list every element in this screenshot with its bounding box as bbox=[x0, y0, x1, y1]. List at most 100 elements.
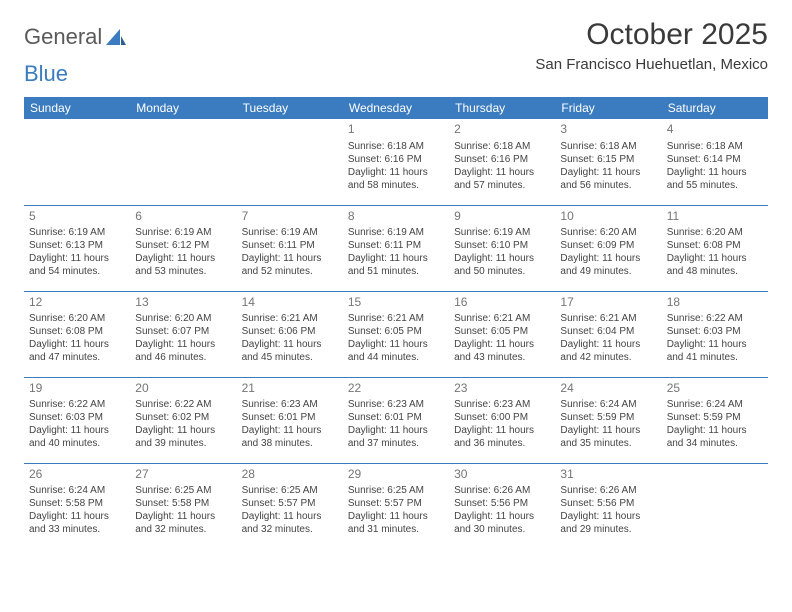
weekday-header: Wednesday bbox=[343, 97, 449, 119]
sunrise-text: Sunrise: 6:21 AM bbox=[560, 312, 656, 325]
daylight-text: Daylight: 11 hours and 50 minutes. bbox=[454, 252, 550, 278]
sunrise-text: Sunrise: 6:21 AM bbox=[454, 312, 550, 325]
sunrise-text: Sunrise: 6:26 AM bbox=[560, 484, 656, 497]
calendar-cell: 29Sunrise: 6:25 AMSunset: 5:57 PMDayligh… bbox=[343, 463, 449, 549]
day-number: 20 bbox=[135, 381, 231, 397]
title-block: October 2025 San Francisco Huehuetlan, M… bbox=[535, 18, 768, 73]
day-number: 14 bbox=[242, 295, 338, 311]
day-number: 13 bbox=[135, 295, 231, 311]
daylight-text: Daylight: 11 hours and 54 minutes. bbox=[29, 252, 125, 278]
sunrise-text: Sunrise: 6:20 AM bbox=[135, 312, 231, 325]
day-number: 18 bbox=[667, 295, 763, 311]
calendar-cell: 2Sunrise: 6:18 AMSunset: 6:16 PMDaylight… bbox=[449, 119, 555, 205]
calendar-cell bbox=[662, 463, 768, 549]
day-number: 10 bbox=[560, 209, 656, 225]
sunrise-text: Sunrise: 6:25 AM bbox=[135, 484, 231, 497]
sunrise-text: Sunrise: 6:20 AM bbox=[667, 226, 763, 239]
sunset-text: Sunset: 6:01 PM bbox=[242, 411, 338, 424]
day-number: 11 bbox=[667, 209, 763, 225]
day-number: 21 bbox=[242, 381, 338, 397]
day-number: 27 bbox=[135, 467, 231, 483]
day-number: 26 bbox=[29, 467, 125, 483]
weekday-header: Friday bbox=[555, 97, 661, 119]
calendar-cell: 15Sunrise: 6:21 AMSunset: 6:05 PMDayligh… bbox=[343, 291, 449, 377]
daylight-text: Daylight: 11 hours and 40 minutes. bbox=[29, 424, 125, 450]
sunset-text: Sunset: 6:02 PM bbox=[135, 411, 231, 424]
calendar-cell: 3 Sunrise: 6:18 AMSunset: 6:15 PMDaylight… bbox=[555, 119, 661, 205]
sunrise-text: Sunrise: 6:24 AM bbox=[560, 398, 656, 411]
sunset-text: Sunset: 6:05 PM bbox=[454, 325, 550, 338]
sunrise-text: Sunrise: 6:19 AM bbox=[29, 226, 125, 239]
day-number: 29 bbox=[348, 467, 444, 483]
sunrise-text: Sunrise: 6:21 AM bbox=[242, 312, 338, 325]
weekday-header: Saturday bbox=[662, 97, 768, 119]
sunrise-text: Sunrise: 6:18 AM bbox=[560, 140, 656, 153]
calendar-cell: 23Sunrise: 6:23 AMSunset: 6:00 PMDayligh… bbox=[449, 377, 555, 463]
calendar-cell: 25Sunrise: 6:24 AMSunset: 5:59 PMDayligh… bbox=[662, 377, 768, 463]
daylight-text: Daylight: 11 hours and 29 minutes. bbox=[560, 510, 656, 536]
calendar-cell: 11Sunrise: 6:20 AMSunset: 6:08 PMDayligh… bbox=[662, 205, 768, 291]
calendar-row: 5Sunrise: 6:19 AMSunset: 6:13 PMDaylight… bbox=[24, 205, 768, 291]
daylight-text: Daylight: 11 hours and 57 minutes. bbox=[454, 166, 550, 192]
day-number: 1 bbox=[348, 122, 444, 138]
sunrise-text: Sunrise: 6:21 AM bbox=[348, 312, 444, 325]
sunrise-text: Sunrise: 6:19 AM bbox=[454, 226, 550, 239]
sunset-text: Sunset: 5:56 PM bbox=[560, 497, 656, 510]
day-number: 5 bbox=[29, 209, 125, 225]
day-number: 2 bbox=[454, 122, 550, 138]
daylight-text: Daylight: 11 hours and 35 minutes. bbox=[560, 424, 656, 450]
calendar-cell: 5Sunrise: 6:19 AMSunset: 6:13 PMDaylight… bbox=[24, 205, 130, 291]
sunrise-text: Sunrise: 6:23 AM bbox=[242, 398, 338, 411]
location: San Francisco Huehuetlan, Mexico bbox=[535, 56, 768, 73]
day-number: 31 bbox=[560, 467, 656, 483]
daylight-text: Daylight: 11 hours and 56 minutes. bbox=[560, 166, 656, 192]
sunrise-text: Sunrise: 6:18 AM bbox=[667, 140, 763, 153]
sunset-text: Sunset: 6:04 PM bbox=[560, 325, 656, 338]
day-number: 23 bbox=[454, 381, 550, 397]
daylight-text: Daylight: 11 hours and 33 minutes. bbox=[29, 510, 125, 536]
weekday-header: Monday bbox=[130, 97, 236, 119]
sunset-text: Sunset: 5:58 PM bbox=[29, 497, 125, 510]
sunrise-text: Sunrise: 6:20 AM bbox=[560, 226, 656, 239]
sunset-text: Sunset: 6:08 PM bbox=[667, 239, 763, 252]
sunset-text: Sunset: 6:16 PM bbox=[454, 153, 550, 166]
sunrise-text: Sunrise: 6:24 AM bbox=[29, 484, 125, 497]
calendar-cell bbox=[130, 119, 236, 205]
calendar-cell: 17Sunrise: 6:21 AMSunset: 6:04 PMDayligh… bbox=[555, 291, 661, 377]
calendar-cell: 8Sunrise: 6:19 AMSunset: 6:11 PMDaylight… bbox=[343, 205, 449, 291]
daylight-text: Daylight: 11 hours and 38 minutes. bbox=[242, 424, 338, 450]
calendar-cell: 26Sunrise: 6:24 AMSunset: 5:58 PMDayligh… bbox=[24, 463, 130, 549]
sunset-text: Sunset: 5:58 PM bbox=[135, 497, 231, 510]
daylight-text: Daylight: 11 hours and 48 minutes. bbox=[667, 252, 763, 278]
sunrise-text: Sunrise: 6:19 AM bbox=[348, 226, 444, 239]
sunset-text: Sunset: 5:59 PM bbox=[560, 411, 656, 424]
day-number: 25 bbox=[667, 381, 763, 397]
calendar-cell: 19Sunrise: 6:22 AMSunset: 6:03 PMDayligh… bbox=[24, 377, 130, 463]
sunrise-text: Sunrise: 6:26 AM bbox=[454, 484, 550, 497]
daylight-text: Daylight: 11 hours and 39 minutes. bbox=[135, 424, 231, 450]
calendar-cell: 6Sunrise: 6:19 AMSunset: 6:12 PMDaylight… bbox=[130, 205, 236, 291]
calendar-row: 19Sunrise: 6:22 AMSunset: 6:03 PMDayligh… bbox=[24, 377, 768, 463]
sunset-text: Sunset: 6:15 PM bbox=[560, 153, 656, 166]
sunrise-text: Sunrise: 6:22 AM bbox=[135, 398, 231, 411]
daylight-text: Daylight: 11 hours and 46 minutes. bbox=[135, 338, 231, 364]
weekday-header-row: Sunday Monday Tuesday Wednesday Thursday… bbox=[24, 97, 768, 119]
calendar-cell bbox=[237, 119, 343, 205]
sunrise-text: Sunrise: 6:23 AM bbox=[348, 398, 444, 411]
daylight-text: Daylight: 11 hours and 43 minutes. bbox=[454, 338, 550, 364]
sunset-text: Sunset: 6:11 PM bbox=[348, 239, 444, 252]
day-number: 22 bbox=[348, 381, 444, 397]
sunset-text: Sunset: 5:59 PM bbox=[667, 411, 763, 424]
day-number: 28 bbox=[242, 467, 338, 483]
sunset-text: Sunset: 6:08 PM bbox=[29, 325, 125, 338]
sunset-text: Sunset: 6:06 PM bbox=[242, 325, 338, 338]
day-number: 3 bbox=[560, 122, 656, 138]
daylight-text: Daylight: 11 hours and 49 minutes. bbox=[560, 252, 656, 278]
calendar-cell: 12Sunrise: 6:20 AMSunset: 6:08 PMDayligh… bbox=[24, 291, 130, 377]
day-number: 7 bbox=[242, 209, 338, 225]
day-number: 12 bbox=[29, 295, 125, 311]
daylight-text: Daylight: 11 hours and 58 minutes. bbox=[348, 166, 444, 192]
day-number: 19 bbox=[29, 381, 125, 397]
sail-icon bbox=[106, 29, 126, 47]
calendar-cell: 24Sunrise: 6:24 AMSunset: 5:59 PMDayligh… bbox=[555, 377, 661, 463]
